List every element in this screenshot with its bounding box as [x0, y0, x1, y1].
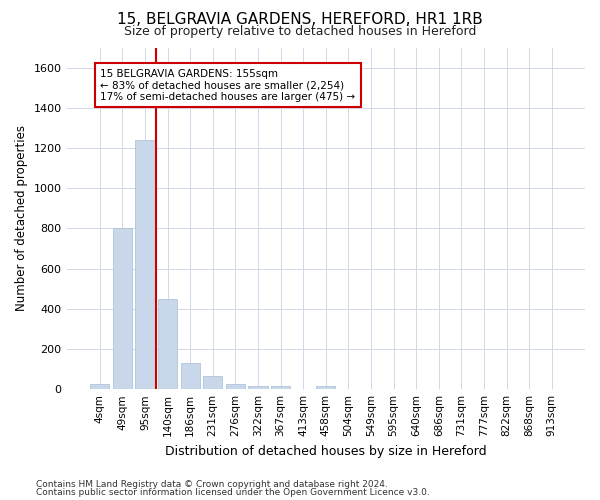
Y-axis label: Number of detached properties: Number of detached properties [15, 126, 28, 312]
Bar [226, 384, 245, 389]
Bar [181, 363, 200, 389]
X-axis label: Distribution of detached houses by size in Hereford: Distribution of detached houses by size … [165, 444, 487, 458]
Text: 15 BELGRAVIA GARDENS: 155sqm
← 83% of detached houses are smaller (2,254)
17% of: 15 BELGRAVIA GARDENS: 155sqm ← 83% of de… [100, 68, 355, 102]
Bar [203, 376, 223, 389]
Text: Contains HM Land Registry data © Crown copyright and database right 2024.: Contains HM Land Registry data © Crown c… [36, 480, 388, 489]
Bar [316, 386, 335, 389]
Bar [90, 384, 109, 389]
Bar [158, 298, 177, 389]
Text: Contains public sector information licensed under the Open Government Licence v3: Contains public sector information licen… [36, 488, 430, 497]
Bar [271, 386, 290, 389]
Bar [136, 140, 155, 389]
Text: 15, BELGRAVIA GARDENS, HEREFORD, HR1 1RB: 15, BELGRAVIA GARDENS, HEREFORD, HR1 1RB [117, 12, 483, 28]
Text: Size of property relative to detached houses in Hereford: Size of property relative to detached ho… [124, 25, 476, 38]
Bar [248, 386, 268, 389]
Bar [113, 228, 132, 389]
